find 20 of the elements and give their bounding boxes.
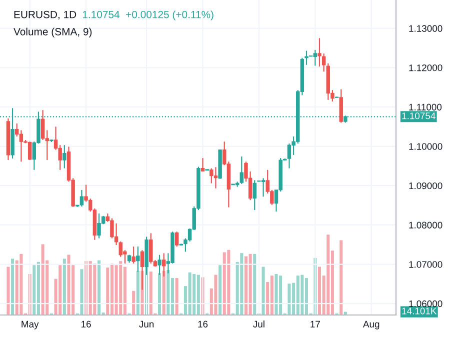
y-tick-label: 1.10000 — [409, 143, 442, 150]
y-tick-label: 1.13000 — [409, 25, 442, 32]
text: EURUSD, 1D — [14, 10, 76, 20]
text: 14.101K — [402, 308, 437, 314]
y-tick-label: 1.06000 — [409, 300, 442, 308]
chart-title: Volume (SMA, 9) — [14, 28, 92, 38]
x-tick-label: Jun — [139, 320, 154, 328]
y-tick-label: 1.11000 — [409, 104, 442, 110]
y-tick-label: 1.08000 — [409, 222, 442, 228]
x-tick-label: May — [22, 320, 39, 330]
x-tick-label: 16 — [198, 320, 208, 328]
x-tick-label: Aug — [362, 320, 380, 330]
text: 1.10754 +0.00125 (+0.11%) — [82, 10, 214, 20]
x-tick-label: 16 — [82, 320, 91, 328]
y-tick-label: 1.12000 — [409, 64, 442, 72]
ref-line-label: 1.10754 — [402, 112, 436, 120]
x-tick-label: 17 — [310, 320, 320, 328]
y-tick-label: 1.09000 — [409, 182, 442, 190]
y-tick-label: 1.07000 — [409, 261, 442, 268]
x-tick-label: Jul — [253, 320, 264, 328]
